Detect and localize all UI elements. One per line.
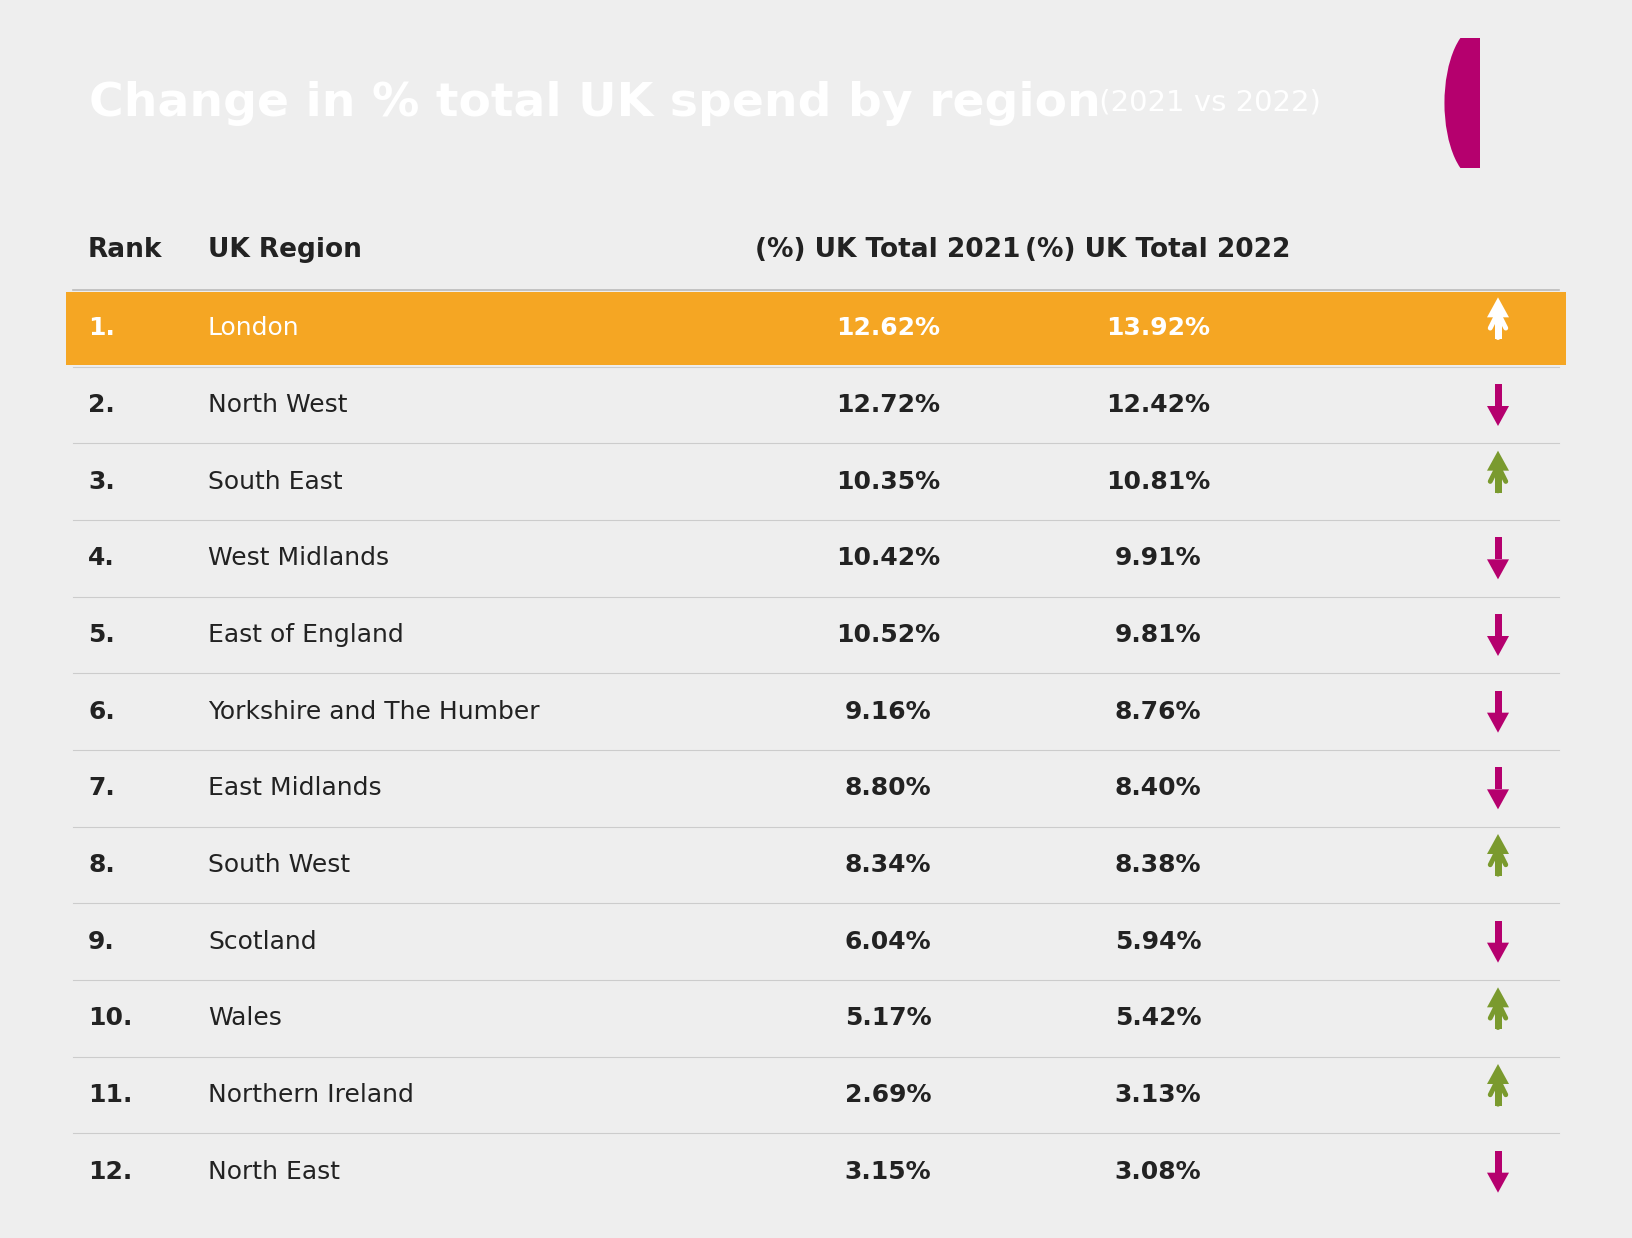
Text: North East: North East xyxy=(207,1160,339,1184)
Text: 1.: 1. xyxy=(88,317,114,340)
Text: 2.69%: 2.69% xyxy=(845,1083,932,1107)
Text: 11.: 11. xyxy=(88,1083,132,1107)
Text: 5.42%: 5.42% xyxy=(1115,1006,1201,1030)
Polygon shape xyxy=(1487,1172,1510,1192)
Polygon shape xyxy=(1487,942,1510,963)
Polygon shape xyxy=(1487,406,1510,426)
Text: Scotland: Scotland xyxy=(207,930,317,953)
Text: 9.16%: 9.16% xyxy=(845,699,932,724)
Text: 2.: 2. xyxy=(88,392,114,417)
Text: 12.72%: 12.72% xyxy=(836,392,940,417)
Text: 5.17%: 5.17% xyxy=(845,1006,932,1030)
Polygon shape xyxy=(1487,636,1510,656)
Text: (2021 vs 2022): (2021 vs 2022) xyxy=(1090,89,1322,118)
Bar xyxy=(1495,470,1501,493)
Text: North West: North West xyxy=(207,392,348,417)
Bar xyxy=(1495,768,1501,790)
Text: 8.38%: 8.38% xyxy=(1115,853,1201,877)
Bar xyxy=(1495,854,1501,877)
Bar xyxy=(1495,1150,1501,1172)
Text: South East: South East xyxy=(207,469,343,494)
Text: 8.80%: 8.80% xyxy=(845,776,932,800)
Text: 8.76%: 8.76% xyxy=(1115,699,1201,724)
Text: 5.94%: 5.94% xyxy=(1115,930,1201,953)
Polygon shape xyxy=(1487,834,1510,854)
Polygon shape xyxy=(1487,297,1510,317)
Text: 12.42%: 12.42% xyxy=(1106,392,1209,417)
Text: 6.04%: 6.04% xyxy=(845,930,932,953)
Polygon shape xyxy=(1487,790,1510,810)
Text: 9.: 9. xyxy=(88,930,114,953)
Text: 10.35%: 10.35% xyxy=(836,469,940,494)
Text: East of England: East of England xyxy=(207,623,403,647)
Text: 10.42%: 10.42% xyxy=(836,546,940,571)
Polygon shape xyxy=(1487,560,1510,579)
Text: 4.: 4. xyxy=(88,546,114,571)
Bar xyxy=(1495,1008,1501,1029)
Ellipse shape xyxy=(1444,25,1516,181)
Text: 3.: 3. xyxy=(88,469,114,494)
Text: (%) UK Total 2022: (%) UK Total 2022 xyxy=(1025,236,1291,262)
Text: 8.: 8. xyxy=(88,853,114,877)
Polygon shape xyxy=(1487,713,1510,733)
Text: 10.: 10. xyxy=(88,1006,132,1030)
Text: 12.62%: 12.62% xyxy=(836,317,940,340)
Text: 10.52%: 10.52% xyxy=(836,623,940,647)
Text: 3.13%: 3.13% xyxy=(1115,1083,1201,1107)
Bar xyxy=(1495,921,1501,942)
Text: West Midlands: West Midlands xyxy=(207,546,388,571)
Text: 5.: 5. xyxy=(88,623,114,647)
Text: 3.15%: 3.15% xyxy=(845,1160,932,1184)
Text: 3.08%: 3.08% xyxy=(1115,1160,1201,1184)
Text: Change in % total UK spend by region: Change in % total UK spend by region xyxy=(90,80,1102,125)
Polygon shape xyxy=(1487,1063,1510,1084)
Polygon shape xyxy=(1487,988,1510,1008)
Bar xyxy=(1495,1084,1501,1106)
Text: South West: South West xyxy=(207,853,351,877)
Text: East Midlands: East Midlands xyxy=(207,776,382,800)
Bar xyxy=(1495,537,1501,560)
Text: Rank: Rank xyxy=(88,236,163,262)
Polygon shape xyxy=(1487,451,1510,470)
Bar xyxy=(1495,691,1501,713)
Text: UK Region: UK Region xyxy=(207,236,362,262)
Text: Yorkshire and The Humber: Yorkshire and The Humber xyxy=(207,699,540,724)
Text: (%) UK Total 2021: (%) UK Total 2021 xyxy=(756,236,1020,262)
Text: London: London xyxy=(207,317,300,340)
Text: Wales: Wales xyxy=(207,1006,282,1030)
Text: 9.81%: 9.81% xyxy=(1115,623,1201,647)
Bar xyxy=(1495,614,1501,636)
Bar xyxy=(1495,317,1501,339)
Text: Northern Ireland: Northern Ireland xyxy=(207,1083,415,1107)
Text: 13.92%: 13.92% xyxy=(1106,317,1209,340)
Bar xyxy=(65,292,1567,365)
Text: 10.81%: 10.81% xyxy=(1106,469,1209,494)
Text: 12.: 12. xyxy=(88,1160,132,1184)
Text: 6.: 6. xyxy=(88,699,114,724)
Text: 8.40%: 8.40% xyxy=(1115,776,1201,800)
Bar xyxy=(1495,384,1501,406)
Text: 8.34%: 8.34% xyxy=(845,853,932,877)
Text: 7.: 7. xyxy=(88,776,114,800)
Text: 9.91%: 9.91% xyxy=(1115,546,1201,571)
